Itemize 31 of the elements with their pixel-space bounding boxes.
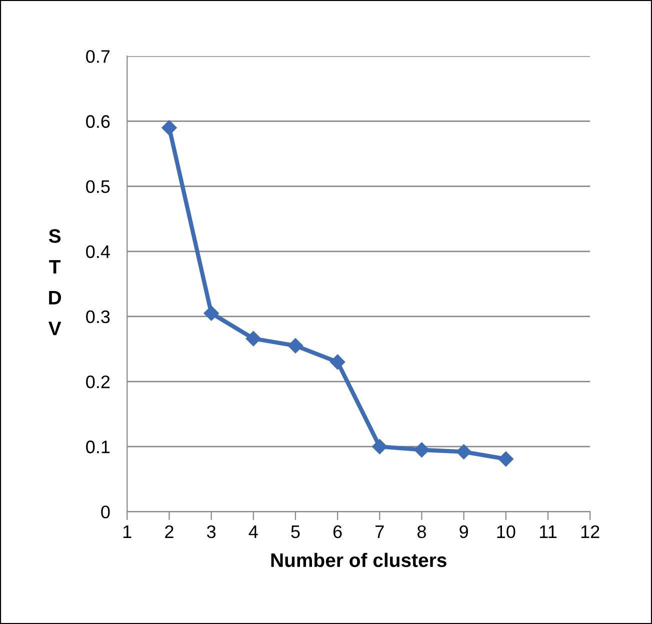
y-tick-label: 0.7 <box>86 50 110 63</box>
x-tick-label: 10 <box>497 525 516 538</box>
y-tick-label: 0 <box>101 506 110 518</box>
point <box>456 444 472 460</box>
point <box>330 354 346 370</box>
y-tick-label: 0.3 <box>86 310 110 324</box>
point <box>288 338 304 354</box>
y-tick-label: 0.4 <box>86 245 110 258</box>
point <box>498 451 514 467</box>
y-tick-label: 0.1 <box>86 440 110 454</box>
x-tick-label: 1 <box>123 526 132 538</box>
y-tick-label: 0.2 <box>86 375 110 388</box>
x-tick-label: 4 <box>248 526 258 538</box>
x-tick-label: 3 <box>206 525 216 538</box>
x-tick-label: 7 <box>376 526 384 538</box>
point <box>372 439 388 454</box>
x-axis-title: Number of clusters <box>271 552 446 568</box>
y-tick-label: 0.6 <box>86 115 110 128</box>
x-tick-label: 12 <box>581 525 600 538</box>
x-tick-label: 6 <box>333 525 342 538</box>
x-tick-label: 11 <box>540 526 556 538</box>
x-tick-label: 2 <box>165 525 174 538</box>
point <box>162 120 177 136</box>
point <box>246 331 261 346</box>
x-tick-label: 5 <box>291 526 300 538</box>
y-axis-title: STDV <box>48 229 62 336</box>
y-tick-label: 0.5 <box>86 180 110 194</box>
x-tick-label: 9 <box>460 525 468 538</box>
point <box>414 442 430 458</box>
x-tick-label: 8 <box>417 525 426 538</box>
point <box>204 306 219 321</box>
